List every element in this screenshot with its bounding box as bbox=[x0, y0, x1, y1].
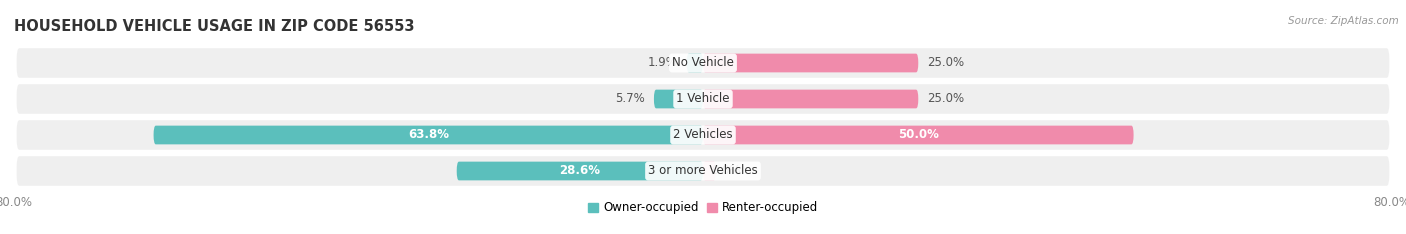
Text: 63.8%: 63.8% bbox=[408, 128, 449, 142]
Text: 5.7%: 5.7% bbox=[616, 92, 645, 106]
Text: 1.9%: 1.9% bbox=[648, 56, 678, 69]
FancyBboxPatch shape bbox=[703, 54, 918, 72]
Text: HOUSEHOLD VEHICLE USAGE IN ZIP CODE 56553: HOUSEHOLD VEHICLE USAGE IN ZIP CODE 5655… bbox=[14, 19, 415, 34]
FancyBboxPatch shape bbox=[457, 162, 703, 180]
FancyBboxPatch shape bbox=[654, 90, 703, 108]
Text: 2 Vehicles: 2 Vehicles bbox=[673, 128, 733, 142]
Text: No Vehicle: No Vehicle bbox=[672, 56, 734, 69]
FancyBboxPatch shape bbox=[17, 84, 1389, 114]
FancyBboxPatch shape bbox=[17, 48, 1389, 78]
FancyBboxPatch shape bbox=[17, 156, 1389, 186]
Text: 50.0%: 50.0% bbox=[898, 128, 939, 142]
Text: 1 Vehicle: 1 Vehicle bbox=[676, 92, 730, 106]
Legend: Owner-occupied, Renter-occupied: Owner-occupied, Renter-occupied bbox=[583, 197, 823, 219]
Text: 28.6%: 28.6% bbox=[560, 165, 600, 178]
FancyBboxPatch shape bbox=[703, 90, 918, 108]
FancyBboxPatch shape bbox=[153, 126, 703, 144]
Text: 25.0%: 25.0% bbox=[927, 56, 965, 69]
FancyBboxPatch shape bbox=[686, 54, 703, 72]
FancyBboxPatch shape bbox=[17, 120, 1389, 150]
FancyBboxPatch shape bbox=[703, 126, 1133, 144]
FancyBboxPatch shape bbox=[703, 162, 716, 180]
Text: Source: ZipAtlas.com: Source: ZipAtlas.com bbox=[1288, 16, 1399, 26]
Text: 3 or more Vehicles: 3 or more Vehicles bbox=[648, 165, 758, 178]
Text: 0.0%: 0.0% bbox=[711, 165, 741, 178]
Text: 25.0%: 25.0% bbox=[927, 92, 965, 106]
